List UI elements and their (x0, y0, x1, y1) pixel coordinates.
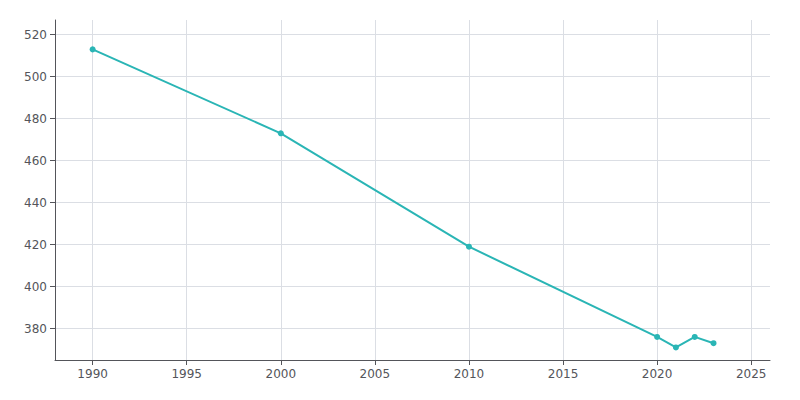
svg-text:2020: 2020 (642, 367, 673, 381)
svg-text:380: 380 (24, 322, 47, 336)
svg-text:1990: 1990 (77, 367, 108, 381)
svg-text:520: 520 (24, 28, 47, 42)
svg-text:460: 460 (24, 154, 47, 168)
svg-text:2010: 2010 (454, 367, 485, 381)
svg-text:500: 500 (24, 70, 47, 84)
svg-text:1995: 1995 (171, 367, 202, 381)
svg-text:2025: 2025 (736, 367, 767, 381)
svg-text:2005: 2005 (360, 367, 391, 381)
svg-text:420: 420 (24, 238, 47, 252)
svg-text:440: 440 (24, 196, 47, 210)
svg-text:2015: 2015 (548, 367, 579, 381)
svg-text:400: 400 (24, 280, 47, 294)
svg-text:2000: 2000 (266, 367, 297, 381)
svg-text:480: 480 (24, 112, 47, 126)
